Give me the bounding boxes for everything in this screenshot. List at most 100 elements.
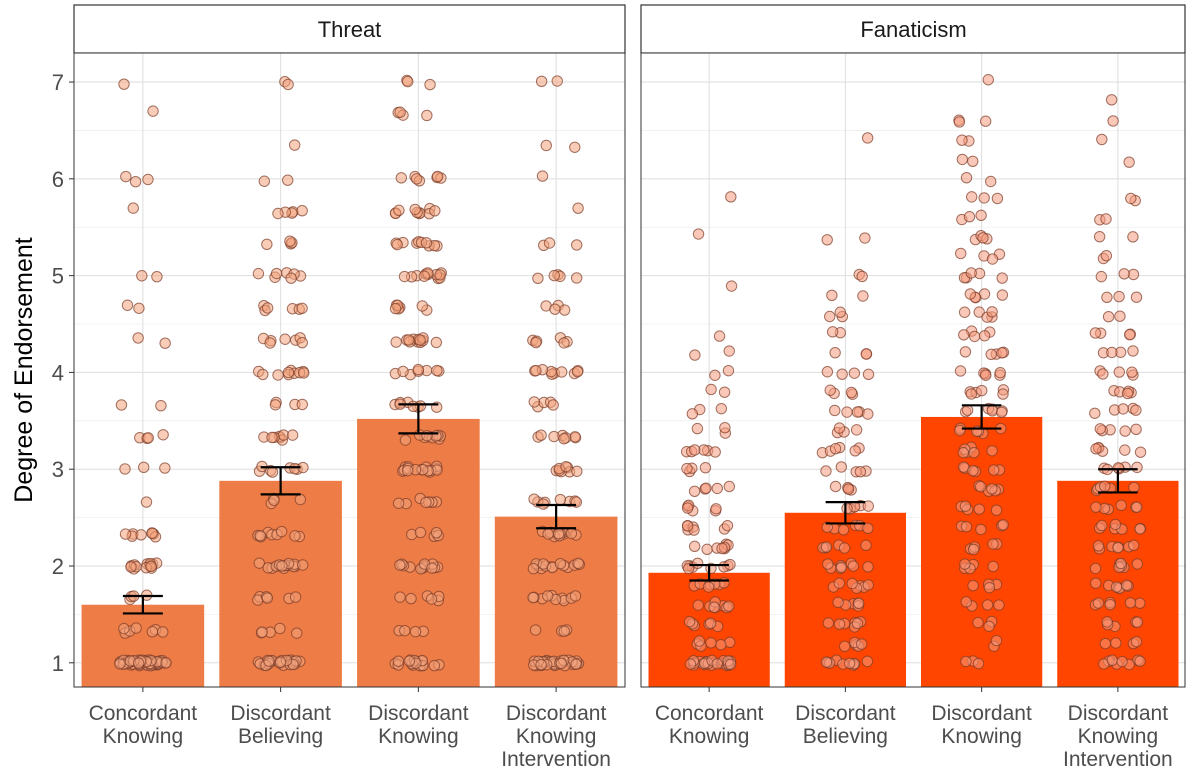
data-point	[990, 634, 1003, 647]
bar	[357, 418, 480, 687]
data-point	[1089, 327, 1102, 339]
data-point	[1095, 270, 1108, 283]
data-point	[535, 658, 547, 671]
data-point	[125, 561, 137, 573]
data-point	[1101, 291, 1113, 304]
data-point	[1131, 501, 1143, 513]
data-point	[681, 462, 693, 475]
data-point	[289, 530, 301, 542]
data-point	[548, 430, 560, 443]
y-axis-title: Degree of Endorsement	[10, 237, 38, 502]
data-point	[571, 365, 584, 378]
data-point	[715, 402, 728, 415]
data-point	[1134, 655, 1146, 667]
data-point	[986, 253, 999, 265]
data-point	[1115, 557, 1127, 570]
data-point	[1105, 94, 1118, 106]
data-point	[554, 493, 567, 506]
data-point	[114, 658, 126, 670]
data-point	[536, 170, 549, 182]
y-tick-label: 3	[52, 457, 64, 482]
data-point	[1131, 461, 1143, 474]
data-point	[1110, 637, 1122, 649]
data-point	[709, 369, 721, 381]
data-point	[542, 528, 554, 540]
data-point	[1113, 366, 1125, 378]
data-point	[393, 204, 405, 217]
data-point	[572, 557, 584, 570]
data-point	[824, 384, 836, 396]
data-point	[965, 388, 978, 400]
data-point	[964, 288, 977, 300]
data-point	[127, 202, 139, 214]
data-point	[1134, 523, 1146, 535]
data-point	[424, 78, 436, 91]
data-point	[389, 302, 402, 315]
data-point	[835, 561, 848, 573]
data-point	[1125, 192, 1137, 205]
data-point	[1093, 230, 1106, 243]
data-point	[1127, 231, 1139, 243]
data-point	[431, 170, 444, 183]
data-point	[1117, 403, 1129, 415]
data-point	[409, 625, 422, 638]
data-point	[147, 105, 159, 117]
data-point	[565, 527, 578, 540]
data-point	[834, 306, 846, 318]
data-point	[851, 617, 864, 630]
data-point	[993, 599, 1005, 611]
data-point	[1130, 291, 1143, 303]
data-point	[410, 173, 423, 185]
data-point	[543, 237, 556, 249]
data-point	[558, 625, 570, 637]
data-point	[862, 368, 875, 381]
data-point	[528, 396, 540, 408]
data-point	[282, 174, 294, 186]
data-point	[263, 655, 275, 667]
data-point	[407, 400, 419, 413]
x-tick-label: Discordant Knowing Intervention	[1063, 702, 1173, 771]
data-point	[983, 581, 996, 594]
data-point	[261, 592, 274, 604]
data-point	[957, 447, 970, 459]
data-point	[1090, 443, 1102, 455]
data-point	[981, 599, 994, 611]
data-point	[1101, 616, 1113, 628]
data-point	[841, 502, 853, 515]
data-point	[976, 384, 988, 397]
data-point	[1114, 310, 1126, 322]
data-point	[958, 306, 971, 318]
data-point	[1090, 501, 1102, 513]
data-point	[822, 558, 834, 570]
data-point	[155, 399, 167, 412]
data-point	[1094, 423, 1106, 435]
data-point	[118, 622, 130, 635]
data-point	[527, 562, 540, 575]
data-point	[862, 408, 874, 420]
data-point	[132, 657, 145, 669]
data-point	[268, 494, 280, 506]
data-point	[854, 466, 867, 478]
data-point	[725, 191, 737, 203]
data-point	[1100, 249, 1113, 262]
data-point	[979, 115, 992, 127]
data-point	[558, 433, 570, 445]
data-point	[960, 172, 973, 184]
data-point	[681, 502, 694, 514]
data-point	[1119, 444, 1131, 456]
data-point	[975, 209, 987, 221]
data-point	[972, 616, 984, 629]
data-point	[832, 596, 844, 609]
data-point	[986, 306, 998, 318]
data-point	[862, 500, 874, 512]
data-point	[1130, 423, 1142, 435]
data-point	[997, 519, 1009, 531]
data-point	[1128, 481, 1140, 494]
data-point	[684, 658, 697, 670]
data-point	[718, 386, 731, 398]
data-point	[856, 270, 868, 283]
data-point	[960, 655, 972, 668]
data-point	[850, 424, 863, 436]
data-point	[253, 557, 265, 569]
